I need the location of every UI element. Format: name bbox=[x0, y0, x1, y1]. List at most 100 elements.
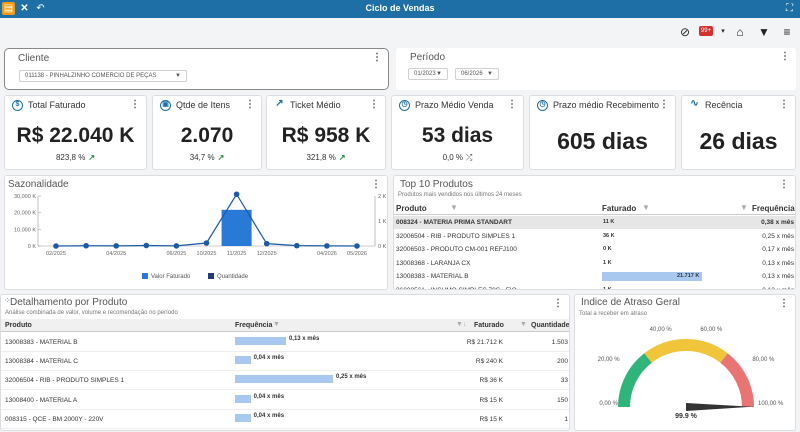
table-row[interactable]: 008324 - MATERIA PRIMA STANDART 11 K 0,38 … bbox=[394, 216, 795, 229]
more-options-icon[interactable]: ⋮ bbox=[371, 179, 381, 190]
cell-produto: 13008368 - LARANJA CX bbox=[396, 259, 471, 267]
table-row[interactable]: 13008384 - MATERIAL C 0,04 x mês R$ 240 K 2… bbox=[1, 352, 569, 372]
table-row[interactable]: 13008368 - LARANJA CX 1 K 0,13 x mês bbox=[394, 257, 795, 270]
atraso-gauge: 0,00 % 20,00 % 40,00 % 60,00 % 80,00 % 100,00… bbox=[598, 327, 784, 420]
frequencia-bar bbox=[235, 394, 251, 403]
kpi-ticket-medio: ↗ Ticket Médio ⋮ R$ 958 K 321,8 % ↗ bbox=[266, 95, 386, 170]
x-tick-label: 06/2025 bbox=[166, 251, 186, 257]
back-icon[interactable]: ↶ bbox=[36, 3, 45, 14]
cell-produto: 32006504 - RIB - PRODUTO SIMPLES 1 bbox=[5, 377, 125, 385]
cell-faturado: R$ 240 K bbox=[475, 358, 503, 366]
cell-produto: 32006504 - RIB - PRODUTO SIMPLES 1 bbox=[396, 232, 516, 240]
close-icon[interactable]: ✕ bbox=[20, 3, 29, 14]
x-tick-label: 04/2026 bbox=[317, 251, 337, 257]
sort-desc-icon[interactable]: ▼↓ bbox=[456, 321, 467, 328]
point-quantidade bbox=[143, 242, 150, 249]
sort-icon[interactable]: ▼ bbox=[520, 321, 527, 328]
cliente-filter-card: Cliente ⋮ 011138 - PINHALZINHO COMERCIO … bbox=[4, 48, 389, 90]
cell-faturado: 11 K bbox=[603, 219, 615, 225]
gauge-tick-label: 80,00 % bbox=[752, 357, 775, 363]
cell-quantidade: 150 bbox=[557, 396, 568, 404]
periodo-end-select[interactable]: 06/2026 ▼ bbox=[455, 68, 499, 80]
more-options-icon[interactable]: ⋮ bbox=[369, 99, 379, 110]
detalhamento-card: ⁘ Detalhamento por Produto ⋮ Análise com… bbox=[0, 294, 570, 431]
top10-subtitle: Produtos mais vendidos nos últimos 24 me… bbox=[398, 192, 522, 198]
gauge-segment-yellow bbox=[644, 339, 728, 363]
more-options-icon[interactable]: ⋮ bbox=[130, 99, 140, 110]
cell-quantidade: 1.503 bbox=[551, 339, 568, 346]
table-row[interactable]: 32006504 - RIB - PRODUTO SIMPLES 1 0,25 x… bbox=[1, 371, 569, 391]
table-row[interactable]: 26008561 - INSUMO SIMPLES 78S - FIO 1 K 0,… bbox=[394, 284, 795, 290]
expand-icon[interactable]: ⁘ bbox=[4, 296, 11, 305]
periodo-filter-card: Período ⋮ 01/2023 ▼ 06/2026 ▼ bbox=[396, 48, 796, 90]
x-tick-label: 02/2025 bbox=[46, 251, 66, 257]
x-tick-label: 10/2025 bbox=[197, 251, 217, 257]
kpi-recencia: ∿ Recência ⋮ 26 dias bbox=[681, 95, 796, 170]
calendar-badge-icon[interactable]: 99+ bbox=[699, 26, 713, 36]
sazonalidade-card: Sazonalidade ⋮ 0 K 10,000 K 20,000 K 30,000… bbox=[4, 175, 388, 290]
more-options-icon[interactable]: ⋮ bbox=[507, 99, 517, 110]
table-row[interactable]: 13008383 - MATERIAL B 21.717 K 0,13 x mês bbox=[394, 270, 795, 283]
cell-produto: 008315 - QCE - BM 2000Y - 220V bbox=[5, 415, 104, 423]
table-row[interactable]: 32006504 - RIB - PRODUTO SIMPLES 1 36 K 0,… bbox=[394, 230, 795, 243]
trend-icon: ↗ bbox=[275, 98, 284, 109]
cell-frequencia: 0,25 x mês bbox=[762, 232, 794, 240]
sort-icon[interactable]: ▼ bbox=[450, 203, 458, 212]
frequencia-bar bbox=[235, 337, 286, 345]
fullscreen-icon[interactable]: ⛶ bbox=[786, 3, 793, 14]
chevron-down-icon[interactable]: ▾ bbox=[721, 28, 725, 35]
top10-card: Top 10 Produtos ⋮ Produtos mais vendidos… bbox=[393, 175, 796, 290]
more-options-icon[interactable]: ⋮ bbox=[780, 51, 790, 62]
cell-faturado: R$ 36 K bbox=[479, 377, 504, 385]
cliente-select[interactable]: 011138 - PINHALZINHO COMERCIO DE PEÇAS ▼ bbox=[19, 70, 187, 82]
cube-icon: ▣ bbox=[160, 100, 171, 111]
more-options-icon[interactable]: ⋮ bbox=[779, 298, 789, 309]
trend-neutral-icon: ⤮ bbox=[466, 153, 473, 162]
cell-frequencia: 0,13 x mês bbox=[288, 336, 320, 342]
clock-icon: ◷ bbox=[537, 100, 548, 111]
line-quantidade bbox=[55, 193, 358, 247]
sort-icon[interactable]: ▼ bbox=[642, 203, 650, 212]
gauge-tick-label: 40,00 % bbox=[650, 327, 673, 333]
gauge-segment-green bbox=[618, 353, 652, 408]
filter-icon[interactable]: ▼ bbox=[758, 25, 770, 39]
legend-quantidade[interactable]: Quantidade bbox=[208, 273, 248, 280]
menu-icon[interactable]: ≡ bbox=[783, 25, 791, 39]
y-tick-label: 20,000 K bbox=[14, 211, 36, 217]
cell-faturado: R$ 21.712 K bbox=[466, 339, 503, 346]
cell-frequencia: 0,25 x mês bbox=[336, 374, 367, 381]
gauge-tick-label: 0,00 % bbox=[599, 401, 618, 407]
cell-frequencia: 0,13 x mês bbox=[762, 273, 794, 280]
legend-valor-faturado[interactable]: Valor Faturado bbox=[142, 273, 190, 280]
more-options-icon[interactable]: ⋮ bbox=[372, 52, 382, 63]
table-row[interactable]: 32006503 - PRODUTO CM-001 REFJ100 0 K 0,17… bbox=[394, 243, 795, 256]
point-quantidade bbox=[53, 243, 59, 249]
more-options-icon[interactable]: ⋮ bbox=[779, 99, 789, 110]
more-options-icon[interactable]: ⋮ bbox=[779, 179, 789, 190]
inbox-icon[interactable]: ⌂ bbox=[736, 25, 744, 39]
more-options-icon[interactable]: ⋮ bbox=[245, 99, 255, 110]
cell-produto: 26008561 - INSUMO SIMPLES 78S - FIO bbox=[396, 286, 517, 290]
cell-produto: 13008384 - MATERIAL C bbox=[5, 358, 78, 366]
table-row[interactable]: 008315 - QCE - BM 2000Y - 220V 0,04 x mês… bbox=[1, 410, 569, 429]
sort-icon[interactable]: ▼ bbox=[273, 321, 280, 328]
more-options-icon[interactable]: ⋮ bbox=[553, 298, 563, 309]
cliente-label: Cliente bbox=[18, 53, 50, 64]
point-quantidade bbox=[354, 243, 360, 249]
cell-faturado: 1 K bbox=[603, 259, 612, 266]
bar-valor-faturado bbox=[221, 209, 252, 246]
currency-icon: $ bbox=[12, 100, 23, 111]
sazonalidade-chart: 0 K 10,000 K 20,000 K 30,000 K 0 K 1 K 2 K 02/2… bbox=[14, 191, 387, 257]
filter-clear-icon[interactable]: ⊘ bbox=[679, 25, 691, 39]
atraso-subtitle: Total a receber em atraso bbox=[579, 311, 648, 317]
more-options-icon[interactable]: ⋮ bbox=[659, 99, 669, 110]
trend-up-icon: ↗ bbox=[217, 153, 225, 162]
sort-icon[interactable]: ▼ bbox=[740, 203, 748, 212]
table-row[interactable]: 13008400 - MATERIAL A 0,04 x mês R$ 15 K 15… bbox=[1, 391, 569, 410]
cell-frequencia: 0,13 x mês bbox=[762, 259, 794, 267]
window-title: Ciclo de Vendas bbox=[365, 3, 435, 13]
table-row[interactable]: 13008383 - MATERIAL B 0,13 x mês R$ 21.712… bbox=[1, 333, 569, 352]
periodo-start-select[interactable]: 01/2023 ▼ bbox=[408, 68, 448, 80]
x-tick-label: 12/2025 bbox=[257, 251, 277, 257]
cell-produto: 32006503 - PRODUTO CM-001 REFJ100 bbox=[396, 246, 517, 253]
